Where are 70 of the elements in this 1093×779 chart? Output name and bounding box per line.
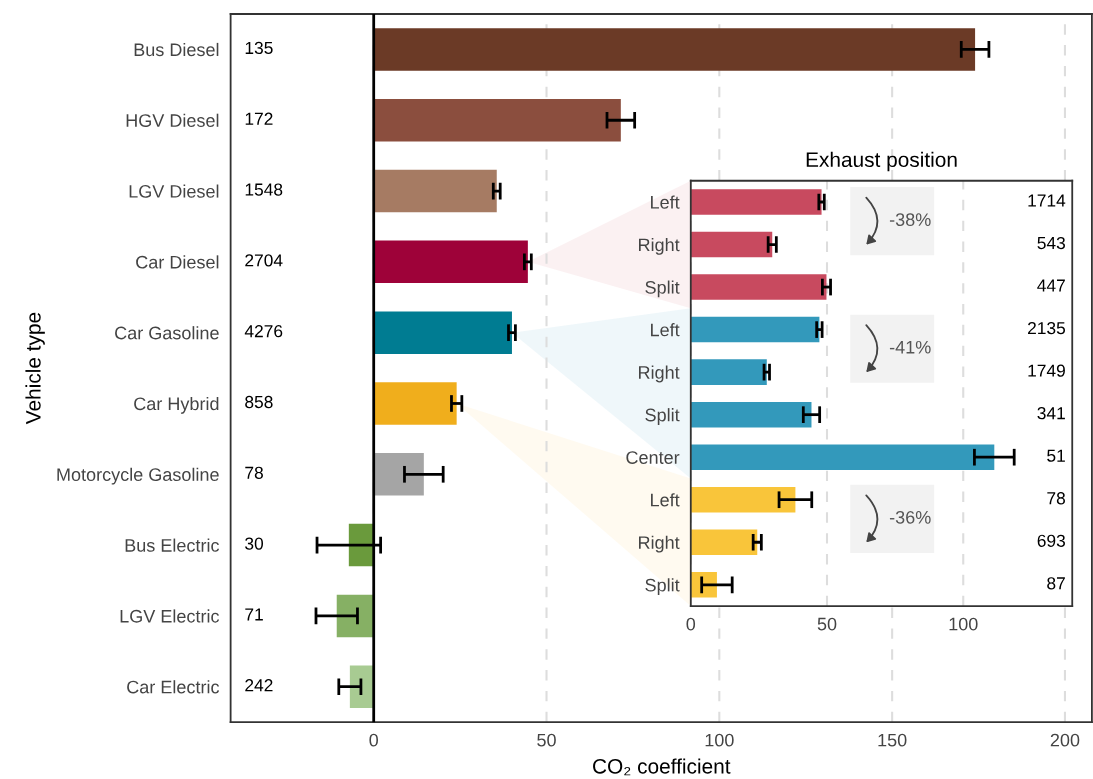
y-tick-label: Split [645,280,680,298]
bar [373,382,457,425]
annotation: 543 [1037,236,1065,250]
annotation: 71 [245,608,263,621]
y-tick-label: Car Diesel [136,255,219,269]
y-tick-label: Bus Diesel [134,42,219,57]
y-tick-label: Left [651,323,680,337]
y-tick-label: Car Electric [127,680,220,694]
x-tick-label: 50 [537,733,556,747]
y-tick-label: Split [645,578,680,596]
bar [373,240,528,284]
bar [373,311,512,354]
annotation: 693 [1037,534,1065,547]
y-tick-label: Split [645,408,680,425]
annotation: 1749 [1028,364,1065,377]
bar [690,189,822,215]
y-tick-label: Center [626,451,680,464]
y-tick-label: Motorcycle Gasoline [57,467,219,485]
annotation: 135 [245,41,273,55]
x-tick-label: 100 [949,617,978,631]
annotation: 2704 [245,254,283,267]
y-tick-label: LGV Electric [120,609,220,623]
y-tick-label: Right [639,535,680,553]
annotation: 87 [1047,577,1065,590]
x-tick-label: 200 [1050,733,1080,747]
x-tick-label: 0 [686,617,696,631]
x-tick-label: 50 [817,617,837,631]
y-tick-label: Bus Electric [125,538,220,552]
annotation: 30 [245,537,264,550]
annotation: -41% [889,340,931,354]
annotation: -38% [889,213,931,226]
annotation: 858 [245,395,273,409]
annotation: 51 [1047,449,1065,462]
annotation: 4276 [244,325,283,338]
chart-title: Exhaust position [806,151,957,172]
x-tick-label: 100 [705,733,734,747]
annotation: -36% [889,510,931,524]
bar [690,401,812,428]
annotation: 447 [1037,279,1065,292]
annotation: 172 [245,112,273,125]
bar [690,444,995,470]
bar [690,274,827,300]
bar [690,316,820,343]
y-tick-label: HGV Diesel [126,113,219,127]
x-axis-title: CO₂ coefficient [593,758,731,776]
bar [690,359,767,385]
y-tick-label: Car Gasoline [115,326,219,340]
bar [373,99,621,142]
annotation: 1714 [1028,194,1066,207]
bar [690,231,773,258]
x-tick-label: 150 [878,733,907,747]
x-tick-label: 0 [369,733,379,747]
annotation: 78 [245,466,263,479]
bar [690,486,796,513]
bar [373,28,976,71]
bar [373,169,497,213]
annotation: 242 [245,679,273,692]
y-tick-label: LGV Diesel [129,184,219,198]
bar [373,453,424,496]
bar [690,529,758,556]
y-tick-label: Car Hybrid [134,396,219,414]
annotation: 78 [1047,492,1065,505]
annotation: 1548 [245,183,283,196]
annotation: 2135 [1028,321,1066,335]
y-tick-label: Right [639,237,680,255]
annotation: 341 [1037,407,1065,420]
y-tick-label: Right [639,365,680,383]
y-tick-label: Left [651,493,680,507]
y-tick-label: Left [651,195,680,209]
y-axis-title: Vehicle type [25,312,45,425]
